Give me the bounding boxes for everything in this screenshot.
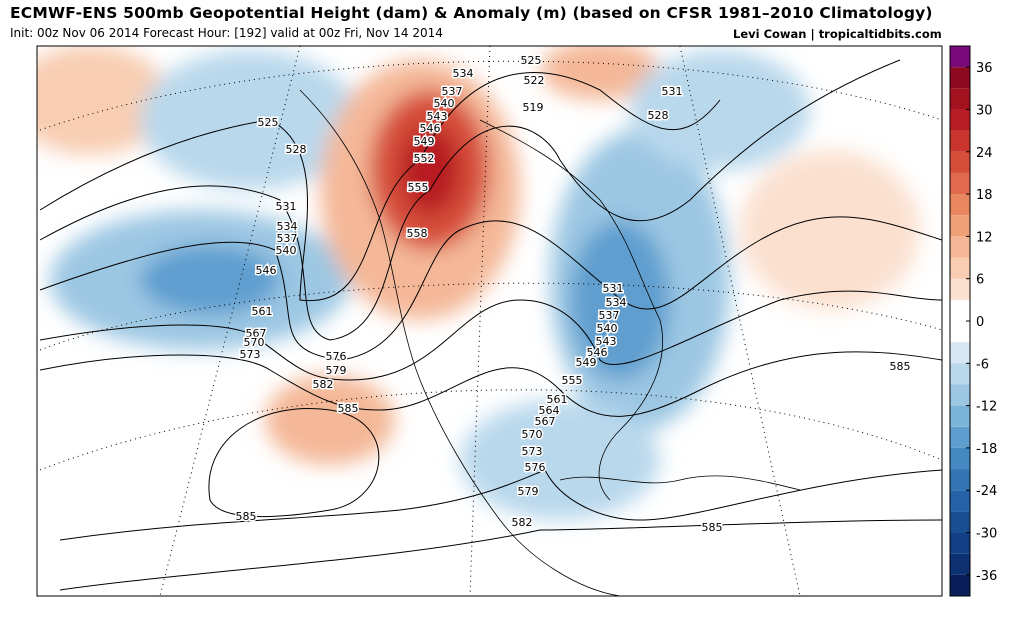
contour-label: 585 — [890, 360, 911, 373]
contour-label: 582 — [512, 516, 533, 529]
colorbar-tick-label: 24 — [976, 146, 993, 161]
colorbar-tick-label: -30 — [976, 527, 997, 542]
contour-label: 549 — [414, 135, 435, 148]
contour-label: 555 — [408, 181, 429, 194]
contour-label: 558 — [407, 227, 428, 240]
contour-label: 540 — [434, 97, 455, 110]
colorbar-tick-label: 18 — [976, 188, 993, 203]
colorbar-tick-label: 0 — [976, 315, 984, 330]
colorbar-segment — [950, 172, 970, 195]
contour-label: 582 — [313, 378, 334, 391]
contour-label: 531 — [662, 85, 683, 98]
contour-label: 579 — [518, 485, 539, 498]
height-contours — [39, 59, 942, 591]
colorbar-segment — [950, 321, 970, 343]
contour-label: 585 — [702, 521, 723, 534]
subtitle: Init: 00z Nov 06 2014 Forecast Hour: [19… — [10, 26, 443, 40]
colorbar-segment — [950, 299, 970, 321]
contour-label: 537 — [442, 85, 463, 98]
graticule — [39, 46, 942, 596]
colorbar-segment — [950, 469, 970, 491]
contour-label: 537 — [599, 309, 620, 322]
contour-label: 585 — [236, 510, 257, 523]
colorbar-segment — [950, 257, 970, 279]
coastlines — [299, 89, 801, 596]
contour-label: 552 — [414, 152, 435, 165]
colorbar-segment — [950, 553, 970, 575]
contour-label: 576 — [525, 461, 546, 474]
contour-label: 534 — [606, 296, 627, 309]
colorbar-segment — [950, 384, 970, 406]
contour-label: 567 — [535, 415, 556, 428]
contour-label: 549 — [576, 356, 597, 369]
colorbar-segment — [950, 130, 970, 152]
colorbar-segment — [950, 236, 970, 258]
contour-label: 540 — [276, 244, 297, 257]
colorbar-tick-label: -24 — [976, 484, 997, 499]
anomaly-field — [37, 46, 942, 596]
colorbar-segment — [950, 67, 970, 89]
colorbar-tick-label: 30 — [976, 103, 993, 118]
contour-label: 576 — [326, 350, 347, 363]
contour-label: 579 — [326, 364, 347, 377]
colorbar-segment — [950, 194, 970, 216]
contour-label: 546 — [587, 346, 608, 359]
contour-label: 564 — [539, 404, 560, 417]
contour-label: 534 — [277, 220, 298, 233]
map-frame — [36, 45, 943, 597]
title: ECMWF-ENS 500mb Geopotential Height (dam… — [10, 4, 933, 22]
colorbar-segment — [950, 447, 970, 470]
contour-label: 537 — [277, 232, 298, 245]
contour-label: 567 — [246, 327, 267, 340]
contour-label: 525 — [258, 116, 279, 129]
contour-label: 543 — [596, 335, 617, 348]
contour-label: 543 — [427, 110, 448, 123]
contour-label: 573 — [240, 348, 261, 361]
colorbar-segment — [950, 511, 970, 533]
contour-label: 531 — [603, 282, 624, 295]
contour-label: 555 — [562, 374, 583, 387]
colorbar-tick-label: 12 — [976, 230, 993, 245]
colorbar-segment — [950, 574, 970, 596]
colorbar-tick-label: -6 — [976, 357, 989, 372]
colorbar-segment — [950, 342, 970, 364]
colorbar-tick-label: 6 — [976, 273, 984, 288]
colorbar-segment — [950, 363, 970, 385]
colorbar-segment — [950, 278, 970, 300]
colorbar-segment — [950, 426, 970, 448]
contour-label: 546 — [420, 122, 441, 135]
contour-label: 570 — [244, 336, 265, 349]
contour-label: 573 — [522, 445, 543, 458]
colorbar-segment — [950, 46, 970, 68]
colorbar-segment — [950, 532, 970, 554]
contour-label: 561 — [547, 393, 568, 406]
colorbar-segment — [950, 109, 970, 131]
colorbar-tick-label: -12 — [976, 400, 997, 415]
contour-label: 546 — [256, 264, 277, 277]
contour-label: 561 — [252, 305, 273, 318]
colorbar-tick-label: -18 — [976, 442, 997, 457]
contour-label: 528 — [648, 109, 669, 122]
contour-label: 585 — [338, 402, 359, 415]
contour-label: 528 — [286, 143, 307, 156]
colorbar-segment — [950, 215, 970, 237]
contour-label: 534 — [453, 67, 474, 80]
contour-label: 531 — [276, 200, 297, 213]
contour-label: 519 — [523, 101, 544, 114]
colorbar: 36 30 24 18 12 6 0 -6 -12 -18 -24 -30 -36 — [949, 45, 997, 597]
contour-label: 522 — [524, 74, 545, 87]
colorbar-segment — [950, 490, 970, 512]
contour-label: 525 — [521, 54, 542, 67]
contour-label: 570 — [522, 428, 543, 441]
colorbar-segment — [950, 151, 970, 173]
colorbar-segment — [950, 405, 970, 427]
colorbar-segment — [950, 88, 970, 110]
colorbar-tick-label: -36 — [976, 569, 997, 584]
credit: Levi Cowan | tropicaltidbits.com — [733, 27, 942, 41]
colorbar-tick-label: 36 — [976, 61, 993, 76]
contour-label: 540 — [597, 322, 618, 335]
